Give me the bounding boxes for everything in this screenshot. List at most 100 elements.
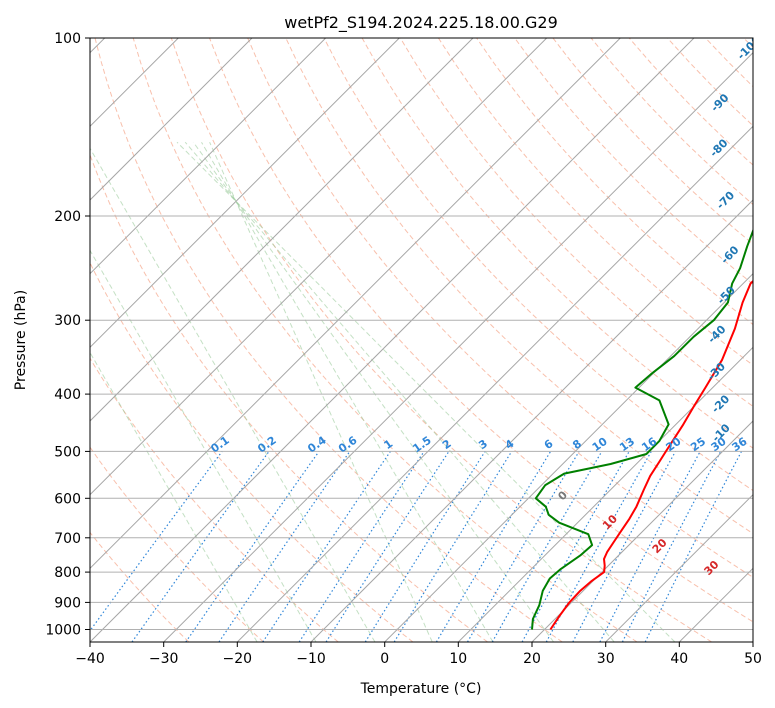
mixing-ratio-line bbox=[644, 451, 743, 642]
dry-adiabat-label: -20 bbox=[709, 392, 732, 415]
mixing-ratio-label: 0.2 bbox=[255, 434, 278, 456]
mixing-ratio-label: 1.5 bbox=[410, 434, 433, 456]
mixing-ratio-line bbox=[521, 451, 630, 642]
dry-adiabat-label: -30 bbox=[705, 360, 728, 383]
mixing-ratio-line bbox=[298, 451, 425, 642]
isotherm-label: 40 bbox=[755, 578, 775, 598]
mixing-ratio-line bbox=[621, 451, 722, 642]
y-tick-label: 600 bbox=[54, 491, 81, 507]
dry-adiabat-line bbox=[170, 38, 712, 642]
moist-adiabat-line bbox=[90, 351, 258, 642]
isotherm-line bbox=[752, 641, 753, 642]
dry-adiabat-label: -70 bbox=[714, 189, 737, 212]
mixing-ratio-label: 0.1 bbox=[208, 434, 231, 456]
x-tick-label: −10 bbox=[296, 651, 326, 667]
mixing-ratio-label: 0.6 bbox=[336, 433, 360, 455]
mixing-ratio-line bbox=[491, 451, 603, 642]
isotherm-label: 10 bbox=[600, 512, 620, 532]
moist-adiabat-line bbox=[209, 141, 433, 642]
mixing-ratio-label: 6 bbox=[542, 437, 556, 452]
mixing-ratio-label: 1 bbox=[382, 437, 396, 452]
dry-adiabat-label: -50 bbox=[715, 284, 738, 307]
dry-adiabat-line bbox=[399, 38, 753, 408]
y-tick-label: 1000 bbox=[45, 623, 81, 639]
y-tick-label: 100 bbox=[54, 31, 81, 47]
dry-adiabat-line bbox=[90, 153, 488, 642]
mixing-ratio-line bbox=[572, 451, 677, 642]
dry-adiabat-line bbox=[90, 261, 414, 642]
isotherm-line bbox=[531, 420, 753, 642]
isotherm-line bbox=[163, 51, 753, 642]
isotherm-line bbox=[457, 346, 753, 642]
isotherm-line bbox=[90, 38, 621, 570]
x-tick-label: −30 bbox=[149, 651, 179, 667]
mixing-ratio-line bbox=[218, 451, 351, 642]
moist-adiabat-line bbox=[90, 147, 376, 642]
dry-adiabat-line bbox=[323, 38, 753, 492]
dry-adiabat-line bbox=[209, 38, 753, 623]
mixing-ratio-line bbox=[90, 451, 223, 632]
dry-adiabat-line bbox=[247, 38, 753, 578]
x-tick-label: 0 bbox=[380, 651, 389, 667]
x-tick-label: 40 bbox=[670, 651, 688, 667]
dry-adiabat-line bbox=[514, 38, 753, 285]
y-tick-label: 200 bbox=[54, 209, 81, 225]
x-tick-label: −20 bbox=[223, 651, 253, 667]
dry-adiabat-line bbox=[132, 38, 638, 642]
dry-adiabat-label: -60 bbox=[718, 243, 741, 266]
isotherm-line bbox=[90, 38, 327, 275]
mixing-ratio-line bbox=[599, 451, 701, 642]
dry-adiabat-line bbox=[437, 38, 753, 366]
y-tick-label: 500 bbox=[54, 444, 81, 460]
y-tick-label: 400 bbox=[54, 387, 81, 403]
x-tick-label: 50 bbox=[744, 651, 762, 667]
x-tick-label: −40 bbox=[75, 651, 105, 667]
dry-adiabat-line bbox=[667, 38, 753, 127]
isotherm-line bbox=[90, 38, 548, 496]
mixing-ratio-label: 2 bbox=[440, 437, 454, 452]
temperature-profile-line bbox=[549, 279, 753, 631]
mixing-ratio-label: 3 bbox=[476, 437, 490, 452]
dry-adiabat-line bbox=[90, 357, 339, 642]
isotherm-label: 0 bbox=[555, 488, 570, 503]
y-tick-label: 900 bbox=[54, 595, 81, 611]
dewpoint-profile-line bbox=[531, 227, 753, 630]
mixing-ratio-label: 4 bbox=[503, 437, 517, 452]
mixing-ratio-line bbox=[393, 451, 513, 642]
moist-adiabat-line bbox=[184, 141, 615, 642]
x-tick-label: 30 bbox=[597, 651, 615, 667]
dry-adiabat-label: -80 bbox=[707, 136, 730, 159]
x-axis-label: Temperature (°C) bbox=[360, 681, 482, 697]
y-tick-label: 300 bbox=[54, 313, 81, 329]
moist-adiabat-line bbox=[176, 141, 676, 642]
dry-adiabat-line bbox=[90, 446, 264, 642]
mixing-ratio-line bbox=[435, 451, 552, 642]
dry-adiabat-line bbox=[590, 38, 753, 206]
isotherm-line bbox=[90, 38, 400, 349]
isotherm-line bbox=[310, 199, 753, 642]
isotherm-line bbox=[90, 38, 695, 642]
mixing-ratio-line bbox=[185, 451, 320, 642]
y-tick-label: 700 bbox=[54, 531, 81, 547]
isotherm-line bbox=[90, 38, 474, 422]
x-tick-label: 20 bbox=[523, 651, 541, 667]
isotherm-line bbox=[384, 272, 753, 642]
isotherm-line bbox=[678, 567, 753, 642]
dry-adiabat-label: -40 bbox=[705, 322, 728, 345]
isotherm-line bbox=[605, 493, 753, 642]
isotherm-line bbox=[90, 38, 253, 201]
mixing-ratio-line bbox=[325, 451, 450, 642]
mixing-ratio-line bbox=[364, 451, 486, 642]
y-axis-label: Pressure (hPa) bbox=[13, 290, 29, 390]
isotherm-label: 20 bbox=[650, 536, 670, 556]
isotherm-line bbox=[236, 125, 753, 642]
dry-adiabat-label: -90 bbox=[708, 91, 731, 114]
mixing-ratio-line bbox=[466, 451, 580, 642]
dry-adiabat-line bbox=[94, 38, 563, 642]
chart-title: wetPf2_S194.2024.225.18.00.G29 bbox=[284, 13, 558, 33]
y-tick-label: 800 bbox=[54, 565, 81, 581]
x-tick-label: 10 bbox=[449, 651, 467, 667]
isotherm-label: 30 bbox=[702, 558, 722, 578]
